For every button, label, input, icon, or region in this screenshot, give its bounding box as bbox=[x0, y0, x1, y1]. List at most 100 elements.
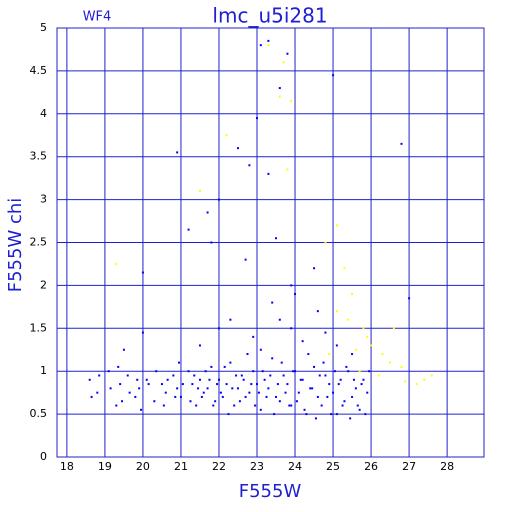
point bbox=[155, 370, 158, 373]
point bbox=[339, 378, 342, 381]
point bbox=[278, 318, 281, 321]
point bbox=[181, 383, 184, 386]
point bbox=[366, 335, 369, 338]
point bbox=[320, 404, 323, 407]
point bbox=[280, 361, 283, 364]
point bbox=[216, 383, 219, 386]
point bbox=[389, 361, 392, 364]
point bbox=[197, 387, 200, 390]
point bbox=[408, 297, 411, 300]
point bbox=[267, 44, 270, 47]
point bbox=[301, 340, 304, 343]
point bbox=[267, 387, 270, 390]
point bbox=[208, 378, 211, 381]
point bbox=[217, 327, 220, 330]
point bbox=[248, 164, 251, 167]
point bbox=[313, 365, 316, 368]
point bbox=[286, 383, 289, 386]
point bbox=[328, 383, 331, 386]
point bbox=[206, 387, 209, 390]
point bbox=[358, 408, 361, 411]
point bbox=[404, 380, 407, 383]
y-tick-label: 1 bbox=[40, 364, 47, 377]
point bbox=[261, 370, 264, 373]
point bbox=[115, 404, 118, 407]
point bbox=[332, 391, 335, 394]
point bbox=[352, 378, 355, 381]
point bbox=[229, 361, 232, 364]
point bbox=[225, 383, 228, 386]
point bbox=[204, 370, 207, 373]
point bbox=[252, 370, 255, 373]
point bbox=[198, 344, 201, 347]
point bbox=[400, 142, 403, 145]
point bbox=[189, 400, 192, 403]
point bbox=[313, 267, 316, 270]
point bbox=[141, 271, 144, 274]
point bbox=[415, 383, 418, 386]
point bbox=[138, 387, 141, 390]
point bbox=[263, 378, 266, 381]
x-tick-label: 22 bbox=[212, 460, 226, 473]
point bbox=[275, 237, 278, 240]
point bbox=[295, 400, 298, 403]
point bbox=[322, 361, 325, 364]
point bbox=[115, 262, 118, 265]
point bbox=[96, 391, 99, 394]
point bbox=[136, 378, 139, 381]
point bbox=[284, 391, 287, 394]
y-tick-label: 3 bbox=[40, 193, 47, 206]
point bbox=[360, 383, 363, 386]
point bbox=[278, 95, 281, 98]
point bbox=[259, 408, 262, 411]
chart-title: lmc_u5i281 bbox=[212, 4, 327, 28]
point bbox=[214, 400, 217, 403]
annotation: WF4 bbox=[83, 10, 112, 25]
point bbox=[267, 39, 270, 42]
point bbox=[288, 404, 291, 407]
point bbox=[335, 413, 338, 416]
point bbox=[269, 374, 272, 377]
point bbox=[140, 408, 143, 411]
point bbox=[290, 284, 293, 287]
point bbox=[370, 344, 373, 347]
point bbox=[356, 404, 359, 407]
point bbox=[107, 370, 110, 373]
point bbox=[377, 374, 380, 377]
point bbox=[153, 400, 156, 403]
point bbox=[256, 383, 259, 386]
point bbox=[273, 413, 276, 416]
point bbox=[335, 310, 338, 313]
point bbox=[242, 378, 245, 381]
point bbox=[117, 365, 120, 368]
point bbox=[366, 391, 369, 394]
point bbox=[179, 395, 182, 398]
point bbox=[256, 117, 259, 120]
y-tick-label: 2 bbox=[40, 278, 47, 291]
point bbox=[119, 383, 122, 386]
point bbox=[166, 378, 169, 381]
y-tick-label: 5 bbox=[40, 21, 47, 34]
point bbox=[257, 391, 260, 394]
point bbox=[202, 391, 205, 394]
point bbox=[276, 383, 279, 386]
x-tick-label: 23 bbox=[250, 460, 264, 473]
x-tick-label: 24 bbox=[288, 460, 302, 473]
point bbox=[198, 378, 201, 381]
point bbox=[206, 211, 209, 214]
point bbox=[193, 374, 196, 377]
point bbox=[354, 387, 357, 390]
point bbox=[328, 353, 331, 356]
point bbox=[176, 387, 179, 390]
x-tick-label: 27 bbox=[402, 460, 416, 473]
point bbox=[227, 413, 230, 416]
point bbox=[217, 378, 220, 381]
point bbox=[109, 387, 112, 390]
point bbox=[164, 391, 167, 394]
point bbox=[240, 374, 243, 377]
point bbox=[381, 353, 384, 356]
point bbox=[354, 348, 357, 351]
point bbox=[259, 44, 262, 47]
point bbox=[297, 391, 300, 394]
